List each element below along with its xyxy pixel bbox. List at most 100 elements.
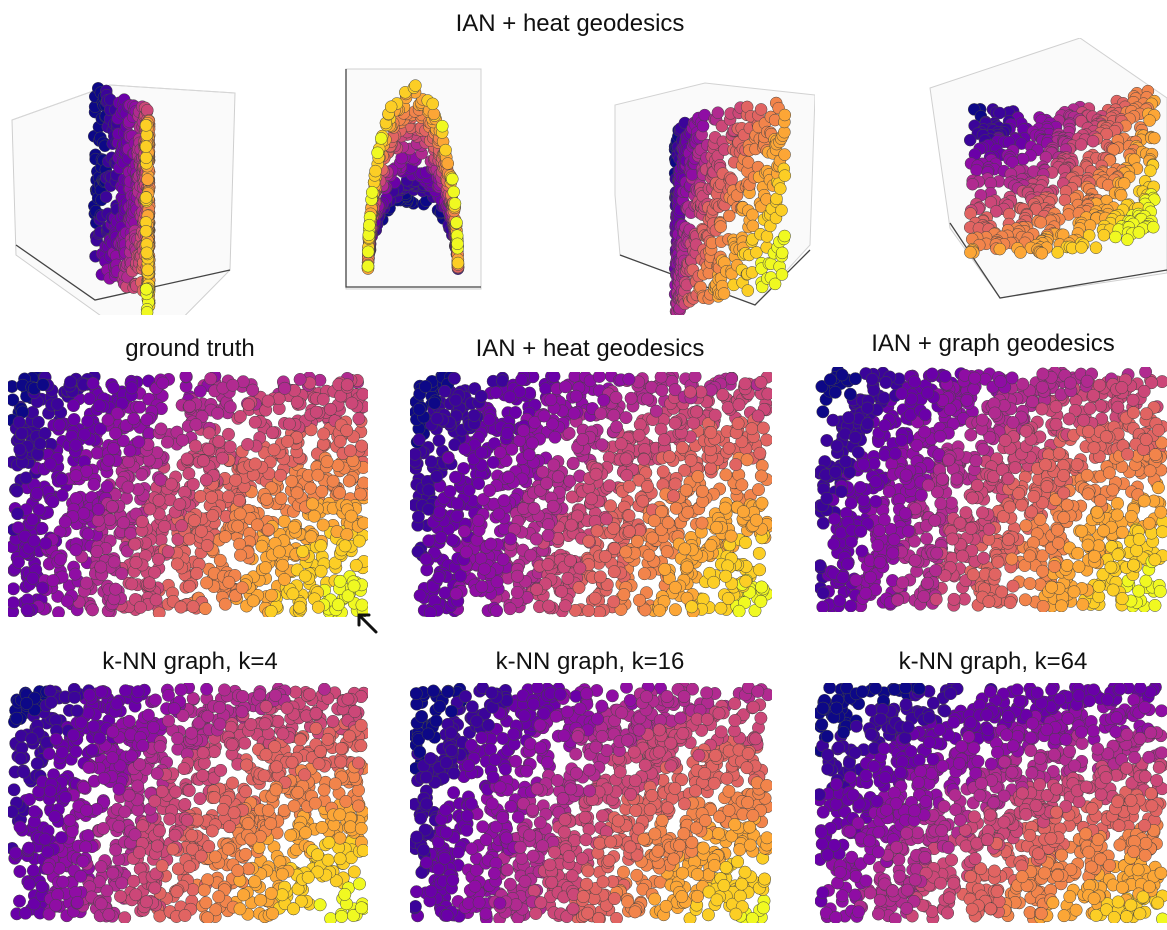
surface-point	[1075, 241, 1088, 254]
surface-point	[775, 268, 789, 281]
data-point	[124, 526, 138, 540]
surface-point	[409, 79, 422, 92]
data-point	[248, 415, 262, 429]
data-point	[632, 428, 646, 442]
data-point	[19, 471, 33, 485]
data-point	[555, 585, 569, 598]
data-point	[685, 600, 699, 614]
data-point	[683, 385, 697, 399]
data-point	[434, 531, 448, 545]
data-point	[472, 477, 486, 491]
data-point	[39, 536, 53, 550]
data-point	[423, 606, 437, 617]
data-point	[309, 405, 323, 419]
data-point	[182, 579, 196, 593]
data-point	[355, 598, 368, 612]
surface-point	[140, 282, 153, 296]
data-point	[117, 516, 131, 530]
data-point	[200, 576, 214, 590]
data-point	[333, 486, 347, 500]
data-point	[68, 567, 82, 581]
data-point	[617, 588, 631, 602]
data-point	[420, 563, 434, 577]
data-point	[255, 539, 269, 553]
data-point	[107, 381, 120, 395]
data-point	[123, 444, 137, 458]
data-point	[242, 398, 256, 412]
data-point	[614, 437, 628, 451]
data-point	[278, 381, 292, 395]
data-point	[482, 413, 496, 427]
data-point	[179, 372, 193, 383]
surface-point	[1147, 220, 1160, 234]
data-point	[679, 483, 693, 497]
data-point	[326, 474, 340, 488]
data-point	[542, 518, 556, 531]
surface-point	[139, 224, 153, 238]
surface-point	[1006, 155, 1019, 169]
data-point	[739, 536, 752, 550]
surface-point	[717, 287, 731, 300]
surface-point	[993, 106, 1006, 120]
data-point	[107, 442, 120, 455]
surface-point	[1089, 241, 1103, 254]
data-point	[274, 492, 288, 505]
data-point	[222, 427, 235, 441]
panel-title-knn-4: k-NN graph, k=4	[102, 648, 278, 675]
data-point	[633, 593, 646, 607]
data-point	[567, 406, 581, 420]
data-point	[266, 426, 279, 440]
data-point	[265, 588, 278, 602]
data-point	[458, 442, 472, 456]
data-point	[607, 565, 621, 579]
data-point	[641, 480, 654, 493]
data-point	[752, 546, 766, 560]
data-point	[190, 566, 204, 580]
data-point	[684, 453, 698, 467]
data-point	[475, 446, 488, 460]
data-point	[691, 470, 705, 484]
data-point	[547, 458, 561, 472]
data-point	[333, 434, 347, 448]
data-point	[604, 499, 617, 513]
data-point	[355, 439, 368, 453]
data-point	[735, 478, 749, 492]
surface-point	[139, 140, 153, 153]
data-point	[234, 548, 247, 562]
data-point	[411, 510, 425, 524]
data-point	[53, 418, 66, 432]
data-point	[660, 545, 674, 559]
surface-point	[436, 119, 449, 133]
surface-point	[1097, 228, 1111, 242]
surface-point	[750, 246, 763, 259]
data-point	[296, 545, 310, 558]
data-point	[433, 505, 447, 519]
data-point	[593, 570, 607, 584]
data-point	[311, 468, 325, 482]
surface-point	[99, 190, 113, 204]
data-point	[80, 576, 93, 590]
data-point	[157, 519, 171, 533]
data-point	[30, 486, 44, 500]
data-point	[343, 444, 357, 458]
data-point	[708, 408, 722, 422]
data-point	[285, 474, 299, 488]
surface-point	[448, 197, 462, 210]
data-point	[536, 465, 550, 479]
data-point	[12, 555, 25, 569]
data-point	[202, 442, 216, 456]
data-point	[69, 491, 83, 505]
data-point	[731, 417, 745, 430]
data-point	[410, 447, 422, 461]
data-point	[156, 376, 170, 390]
data-point	[756, 421, 770, 435]
data-point	[541, 558, 555, 572]
data-point	[622, 525, 636, 538]
surface-point	[775, 246, 789, 260]
data-point	[462, 483, 476, 497]
data-point	[714, 601, 728, 615]
data-point	[317, 427, 331, 441]
data-point	[133, 600, 147, 614]
data-point	[287, 520, 301, 534]
surface-point	[141, 263, 155, 277]
